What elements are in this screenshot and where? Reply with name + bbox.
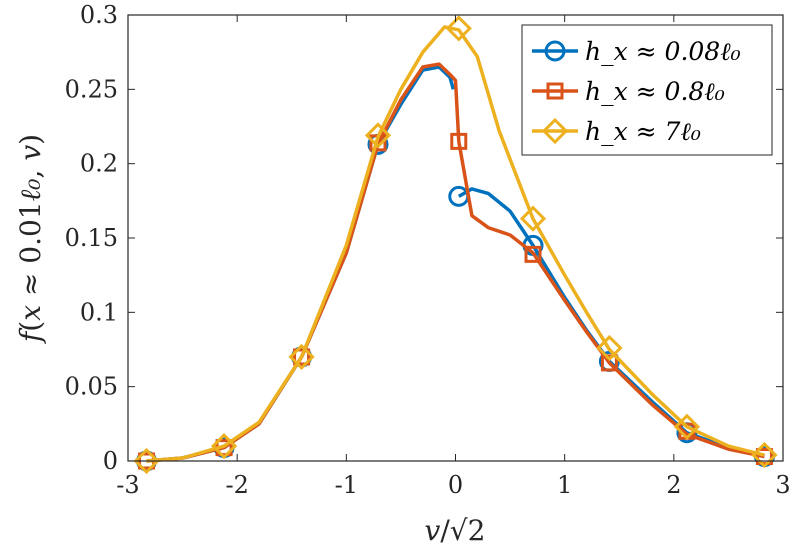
- x-tick-label: -3: [116, 471, 139, 499]
- data-point-diamond: [519, 205, 547, 232]
- legend-entry: h_x ≈ 0.08ℓ₀: [532, 37, 741, 66]
- y-axis-title-v: v: [14, 145, 47, 161]
- data-point-square: [524, 245, 542, 263]
- legend-marker-diamond: [541, 117, 569, 145]
- data-point-square: [600, 354, 618, 372]
- x-tick-label: -1: [335, 471, 358, 499]
- series-line: [146, 65, 455, 463]
- data-point-diamond: [673, 413, 701, 440]
- data-point-diamond: [288, 343, 315, 371]
- y-tick-label: 0: [103, 447, 118, 475]
- y-axis-title-args: (: [14, 321, 47, 332]
- series-line: [457, 187, 765, 459]
- y-tick-label: 0.25: [65, 75, 118, 103]
- legend-marker-circle: [544, 40, 566, 62]
- axis-ticks: -3 -2 -1 0 1 2 3 0 0.05 0.1 0.15 0.2 0.25 0.3: [65, 1, 791, 499]
- y-axis-title-approx: ≈ 0.01: [14, 201, 47, 305]
- data-point-square: [755, 448, 773, 466]
- data-point-diamond: [133, 447, 160, 475]
- data-point-square: [293, 348, 311, 366]
- y-axis-title-sep: ,: [14, 161, 47, 179]
- y-axis-title-x: x: [14, 305, 47, 321]
- y-axis-title-l0: ℓ₀: [14, 178, 47, 201]
- x-axis-title-v: v: [425, 514, 441, 547]
- data-point-diamond: [210, 433, 238, 460]
- legend-marker-square: [546, 82, 564, 100]
- x-tick-label: 0: [448, 471, 463, 499]
- legend-label: h_x ≈ 7ℓ₀: [585, 117, 701, 146]
- y-tick-label: 0.2: [80, 150, 118, 178]
- x-tick-label: 2: [666, 471, 681, 499]
- data-point-diamond: [751, 441, 778, 469]
- legend-entry: h_x ≈ 7ℓ₀: [532, 117, 701, 146]
- y-tick-label: 0.15: [65, 224, 118, 252]
- y-tick-label: 0.05: [65, 373, 118, 401]
- x-axis-title: v/√2: [425, 514, 486, 547]
- plot-area: [133, 15, 778, 475]
- data-point-square: [450, 132, 468, 150]
- series-line: [146, 25, 765, 463]
- y-axis-title: f(x ≈ 0.01ℓ₀, v): [14, 134, 47, 344]
- y-axis-title-close: ): [14, 134, 47, 145]
- data-point-diamond: [445, 15, 472, 42]
- x-tick-label: 3: [775, 471, 790, 499]
- y-tick-label: 0.3: [80, 1, 118, 29]
- y-tick-label: 0.1: [80, 298, 118, 326]
- data-point-diamond: [364, 122, 392, 149]
- x-tick-label: 1: [557, 471, 572, 499]
- legend-label: h_x ≈ 0.08ℓ₀: [585, 37, 741, 66]
- x-axis-title-sep: /√2: [440, 514, 485, 547]
- legend-label: h_x ≈ 0.8ℓ₀: [585, 77, 725, 106]
- series-diamond: [133, 15, 778, 475]
- x-tick-label: -2: [225, 471, 248, 499]
- legend: h_x ≈ 0.08ℓ₀ h_x ≈ 0.8ℓ₀ h_x ≈ 7ℓ₀: [521, 24, 773, 156]
- data-point-diamond: [596, 334, 623, 362]
- legend-entry: h_x ≈ 0.8ℓ₀: [532, 77, 725, 106]
- legend-entries: h_x ≈ 0.08ℓ₀ h_x ≈ 0.8ℓ₀ h_x ≈ 7ℓ₀: [532, 37, 741, 146]
- data-point-circle: [448, 185, 470, 207]
